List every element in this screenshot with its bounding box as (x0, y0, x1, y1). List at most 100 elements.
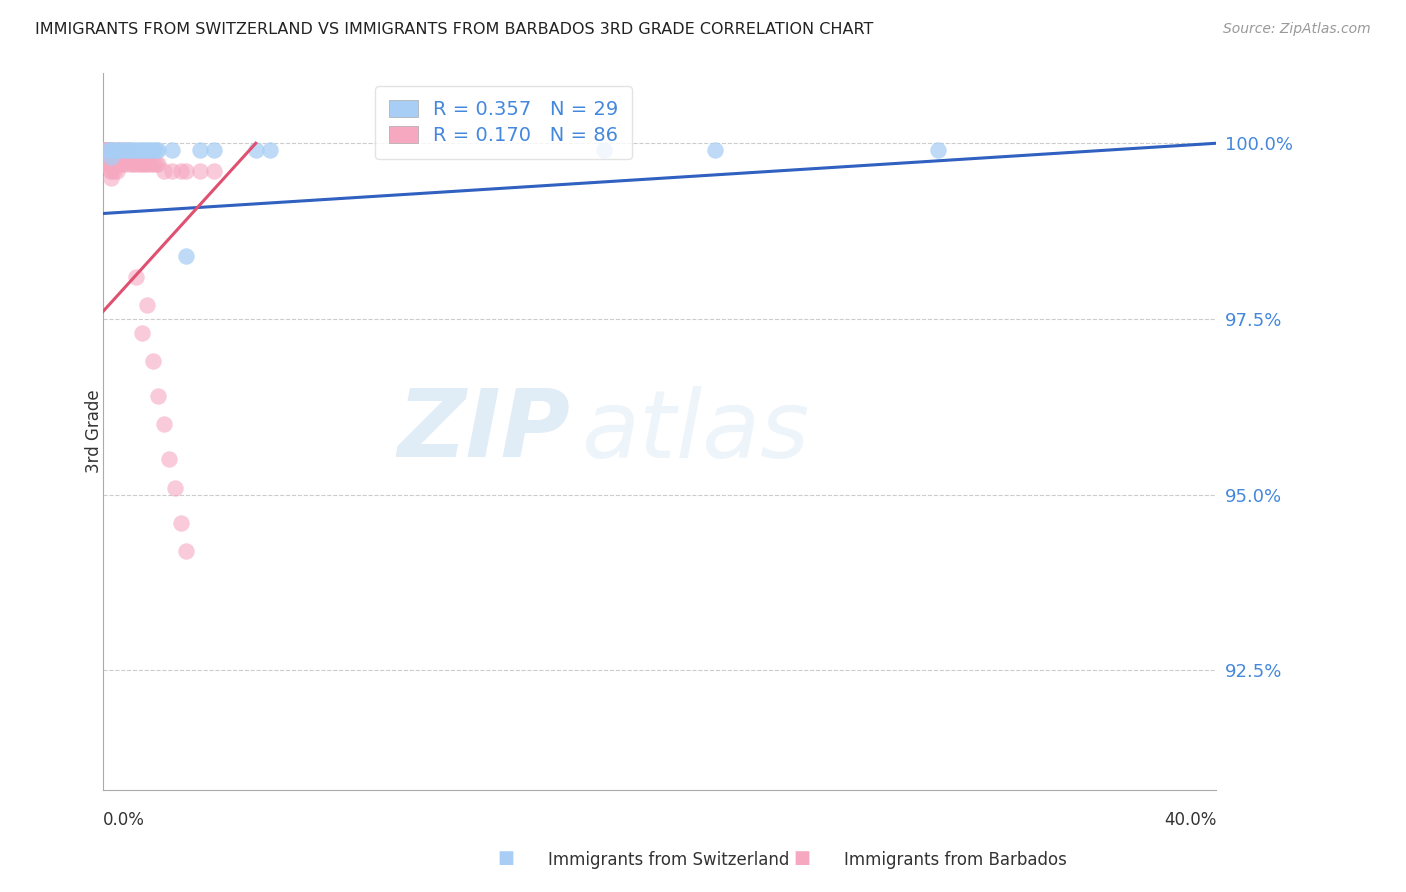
Point (122, 157, 145, 171)
Point (169, 516, 191, 530)
Point (94, 143, 117, 157)
Point (94, 143, 117, 157)
Point (136, 298, 159, 312)
Point (122, 143, 145, 157)
Point (100, 164, 122, 178)
Point (111, 143, 134, 157)
Point (100, 164, 122, 178)
Point (94, 143, 117, 157)
Point (120, 143, 142, 157)
Text: ZIP: ZIP (398, 385, 571, 477)
Point (94, 143, 117, 157)
Point (103, 157, 125, 171)
Point (148, 389, 170, 403)
Point (100, 150, 122, 164)
Point (160, 143, 183, 157)
Point (704, 143, 727, 157)
Text: atlas: atlas (582, 386, 810, 477)
Point (202, 164, 225, 178)
Point (94, 150, 117, 164)
Point (100, 150, 122, 164)
Point (131, 143, 153, 157)
Point (100, 143, 122, 157)
Point (142, 157, 165, 171)
Point (94, 143, 117, 157)
Point (94, 150, 117, 164)
Point (139, 143, 162, 157)
Point (108, 157, 131, 171)
Point (114, 143, 136, 157)
Point (94, 157, 117, 171)
Legend: R = 0.357   N = 29, R = 0.170   N = 86: R = 0.357 N = 29, R = 0.170 N = 86 (375, 87, 633, 159)
Point (100, 157, 122, 171)
Point (97, 143, 120, 157)
Point (120, 143, 142, 157)
Point (111, 157, 134, 171)
Point (114, 157, 136, 171)
Point (100, 150, 122, 164)
Point (103, 150, 125, 164)
Point (131, 157, 153, 171)
Point (105, 164, 128, 178)
Point (927, 143, 949, 157)
Point (145, 157, 167, 171)
Point (117, 150, 139, 164)
Point (100, 143, 122, 157)
Point (128, 157, 150, 171)
Point (94, 143, 117, 157)
Point (97, 150, 120, 164)
Point (100, 143, 122, 157)
Point (103, 143, 125, 157)
Point (97, 157, 120, 171)
Point (94, 150, 117, 164)
Point (245, 143, 267, 157)
Text: Immigrants from Switzerland: Immigrants from Switzerland (548, 851, 790, 869)
Point (128, 143, 150, 157)
Point (148, 143, 170, 157)
Text: ■: ■ (498, 849, 515, 867)
Point (139, 157, 162, 171)
Point (103, 164, 125, 178)
Y-axis label: 3rd Grade: 3rd Grade (86, 390, 103, 473)
Point (148, 157, 170, 171)
Point (100, 150, 122, 164)
Point (97, 150, 120, 164)
Point (153, 417, 176, 432)
Point (108, 143, 131, 157)
Point (105, 150, 128, 164)
Point (117, 143, 139, 157)
Text: IMMIGRANTS FROM SWITZERLAND VS IMMIGRANTS FROM BARBADOS 3RD GRADE CORRELATION CH: IMMIGRANTS FROM SWITZERLAND VS IMMIGRANT… (35, 22, 873, 37)
Text: Source: ZipAtlas.com: Source: ZipAtlas.com (1223, 22, 1371, 37)
Point (100, 143, 122, 157)
Point (188, 143, 211, 157)
Text: ■: ■ (793, 849, 810, 867)
Point (169, 164, 191, 178)
Point (100, 157, 122, 171)
Point (114, 143, 136, 157)
Point (136, 143, 159, 157)
Point (97, 150, 120, 164)
Point (125, 157, 148, 171)
Point (97, 143, 120, 157)
Point (142, 354, 165, 368)
Point (105, 157, 128, 171)
Point (105, 143, 128, 157)
Point (103, 143, 125, 157)
Point (592, 143, 614, 157)
Point (259, 143, 281, 157)
Point (188, 164, 211, 178)
Point (94, 143, 117, 157)
Point (163, 481, 186, 495)
Point (131, 326, 153, 340)
Point (160, 164, 183, 178)
Point (97, 143, 120, 157)
Point (125, 143, 148, 157)
Text: Immigrants from Barbados: Immigrants from Barbados (844, 851, 1067, 869)
Text: 40.0%: 40.0% (1164, 811, 1216, 829)
Point (94, 143, 117, 157)
Point (120, 157, 142, 171)
Point (97, 157, 120, 171)
Point (97, 143, 120, 157)
Point (97, 150, 120, 164)
Point (159, 452, 181, 467)
